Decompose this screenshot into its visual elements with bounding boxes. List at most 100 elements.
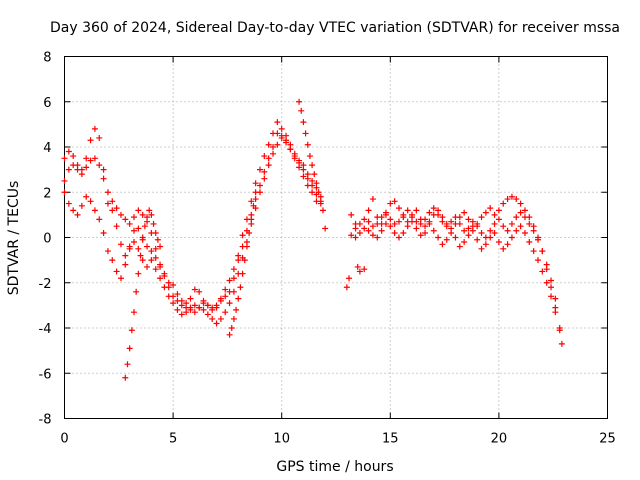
data-point — [100, 229, 107, 236]
data-point — [356, 229, 363, 236]
data-point — [395, 234, 402, 241]
data-point — [191, 309, 198, 316]
data-point — [513, 214, 520, 221]
data-point — [298, 107, 305, 114]
data-point — [122, 216, 129, 223]
data-point — [204, 302, 211, 309]
data-point — [148, 257, 155, 264]
data-point — [482, 209, 489, 216]
data-point — [65, 200, 72, 207]
data-point — [356, 268, 363, 275]
data-point — [287, 146, 294, 153]
data-point — [530, 248, 537, 255]
data-point — [504, 241, 511, 248]
data-point — [439, 241, 446, 248]
data-point — [461, 227, 468, 234]
data-point — [387, 200, 394, 207]
data-point — [478, 229, 485, 236]
data-point — [78, 202, 85, 209]
data-point — [226, 331, 233, 338]
data-point — [200, 306, 207, 313]
data-point — [270, 150, 277, 157]
data-point — [96, 216, 103, 223]
data-point — [61, 177, 68, 184]
data-point — [144, 243, 151, 250]
data-point — [91, 155, 98, 162]
data-point — [135, 207, 142, 214]
data-point — [439, 218, 446, 225]
data-point — [126, 220, 133, 227]
data-point — [265, 155, 272, 162]
data-point — [174, 297, 181, 304]
data-point — [500, 223, 507, 230]
data-point — [274, 119, 281, 126]
data-point — [209, 315, 216, 322]
data-point — [521, 229, 528, 236]
y-tick-label: -2 — [39, 277, 52, 292]
data-point — [109, 257, 116, 264]
data-point — [150, 220, 157, 227]
data-point — [252, 189, 259, 196]
data-point — [361, 266, 368, 273]
plot-area-frame — [64, 56, 608, 419]
data-point — [122, 252, 129, 259]
data-point — [300, 162, 307, 169]
data-point — [304, 141, 311, 148]
axis-ticks: 0 5 10 15 20 25 -8 -6 -4 -2 0 2 4 6 8 — [39, 51, 616, 447]
data-point — [513, 227, 520, 234]
y-tick-label: 0 — [43, 232, 51, 247]
data-point — [356, 220, 363, 227]
data-point — [122, 261, 129, 268]
data-point — [430, 205, 437, 212]
data-point — [222, 293, 229, 300]
data-point — [139, 211, 146, 218]
series-trace-c — [61, 130, 324, 316]
data-point — [495, 207, 502, 214]
data-point — [228, 325, 235, 331]
data-point — [500, 200, 507, 207]
data-point — [213, 302, 220, 309]
data-point — [469, 227, 476, 234]
data-point — [91, 125, 98, 132]
data-point — [530, 227, 537, 234]
data-point — [233, 306, 240, 313]
data-point — [96, 162, 103, 169]
data-point — [474, 236, 481, 243]
data-point — [508, 234, 515, 241]
data-point — [491, 229, 498, 236]
data-point — [291, 153, 298, 160]
data-point — [152, 245, 159, 252]
data-point — [222, 286, 229, 293]
data-point — [157, 275, 164, 282]
data-point — [128, 327, 135, 334]
data-point — [178, 302, 185, 309]
data-point — [174, 306, 181, 313]
grid — [64, 56, 608, 419]
data-point — [482, 241, 489, 248]
data-point — [61, 155, 68, 162]
data-point — [239, 270, 246, 277]
data-point — [430, 227, 437, 234]
x-tick-label: 20 — [491, 432, 508, 447]
data-point — [487, 227, 494, 234]
data-point — [126, 243, 133, 250]
series-trace-e — [226, 189, 259, 338]
data-point — [378, 227, 385, 234]
data-point — [461, 239, 468, 246]
data-point — [265, 141, 272, 148]
data-point — [517, 200, 524, 207]
data-point — [200, 300, 207, 307]
data-point — [352, 234, 359, 241]
y-tick-label: -4 — [39, 322, 52, 337]
data-point — [319, 207, 326, 214]
x-axis-label: GPS time / hours — [276, 459, 393, 475]
data-point — [391, 220, 398, 227]
data-point — [543, 279, 550, 286]
data-point — [250, 202, 257, 209]
data-point — [500, 245, 507, 252]
data-point — [230, 288, 237, 295]
data-point — [70, 153, 77, 160]
data-point — [313, 180, 320, 187]
x-tick-label: 0 — [60, 432, 68, 447]
data-point — [404, 223, 411, 230]
